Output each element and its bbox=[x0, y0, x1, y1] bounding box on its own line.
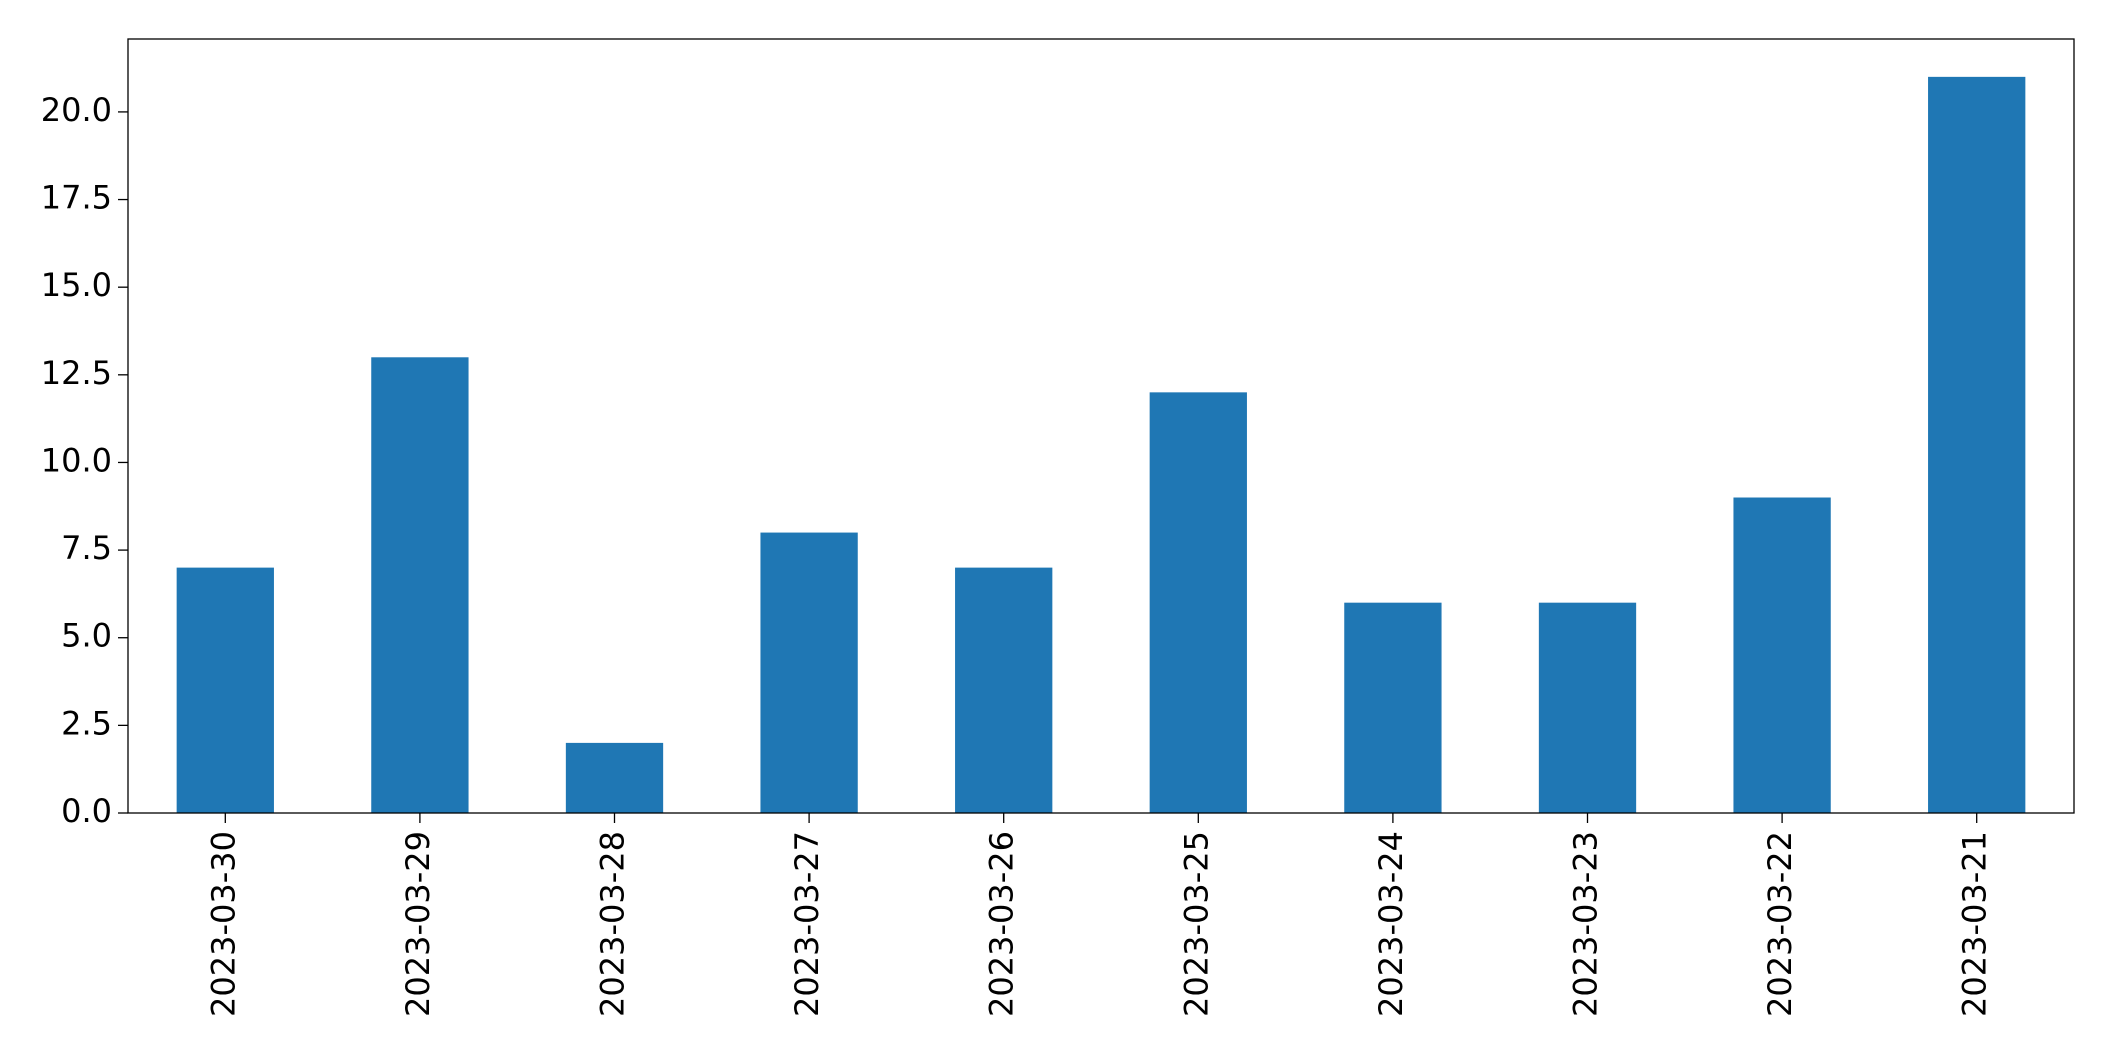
y-tick-label: 2.5 bbox=[61, 704, 112, 742]
y-tick-label: 0.0 bbox=[61, 792, 112, 830]
y-tick-label: 5.0 bbox=[61, 617, 112, 655]
x-tick-label: 2023-03-21 bbox=[1956, 831, 1994, 1017]
plot-frame bbox=[127, 38, 2075, 814]
bar bbox=[565, 742, 664, 813]
x-tick-label: 2023-03-29 bbox=[399, 831, 437, 1017]
x-tick-label: 2023-03-23 bbox=[1567, 831, 1605, 1017]
bar bbox=[1928, 76, 2026, 813]
bar bbox=[1538, 602, 1637, 813]
y-tick-label: 10.0 bbox=[41, 441, 112, 479]
bar bbox=[1344, 602, 1442, 813]
bar bbox=[760, 532, 858, 813]
y-tick-label: 20.0 bbox=[41, 91, 112, 129]
x-tick-label: 2023-03-22 bbox=[1761, 831, 1799, 1017]
y-tick-label: 7.5 bbox=[61, 529, 112, 567]
x-tick-label: 2023-03-28 bbox=[594, 831, 632, 1017]
y-tick-label: 12.5 bbox=[41, 354, 112, 392]
bar bbox=[1149, 392, 1247, 813]
x-tick-label: 2023-03-26 bbox=[983, 831, 1021, 1017]
y-tick-label: 15.0 bbox=[41, 266, 112, 304]
y-tick-label: 17.5 bbox=[41, 179, 112, 217]
bar bbox=[1733, 497, 1831, 813]
x-tick-label: 2023-03-30 bbox=[204, 831, 242, 1017]
x-tick-label: 2023-03-25 bbox=[1177, 831, 1215, 1017]
bar bbox=[371, 357, 469, 813]
bar bbox=[176, 567, 274, 813]
x-tick-label: 2023-03-24 bbox=[1372, 831, 1410, 1017]
bar bbox=[955, 567, 1053, 813]
x-tick-label: 2023-03-27 bbox=[788, 831, 826, 1017]
